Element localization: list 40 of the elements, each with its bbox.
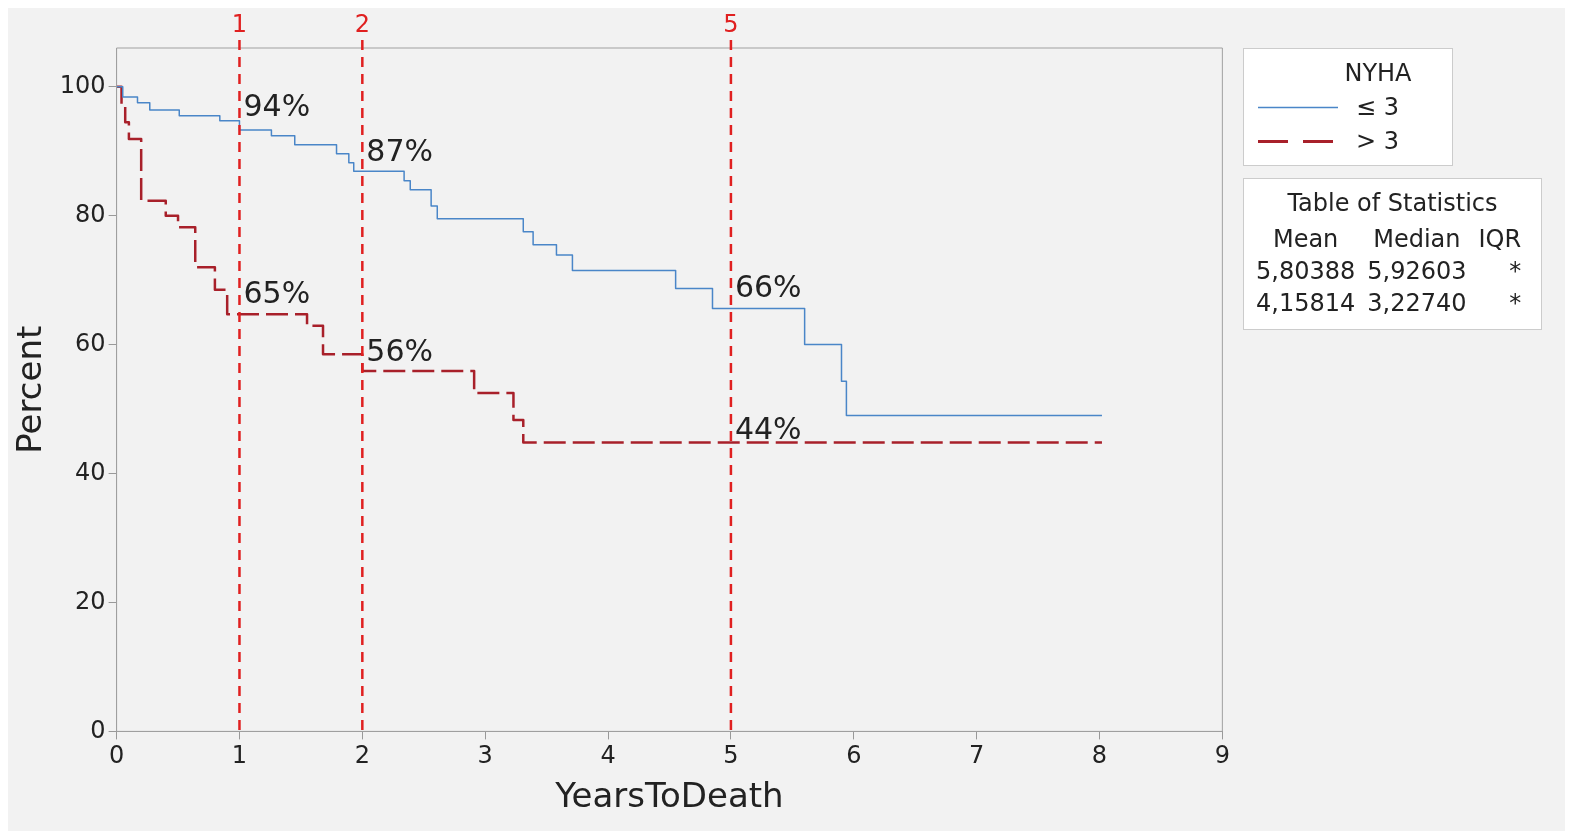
x-tick-label: 3 (477, 741, 493, 770)
legend-title: NYHA (1343, 59, 1413, 87)
y-tick-label: 100 (59, 70, 106, 99)
y-tick-label: 0 (90, 715, 106, 744)
text: 5,80388 (1255, 256, 1357, 287)
text: 5,92603 (1366, 256, 1468, 287)
x-tick-label: 0 (108, 741, 125, 770)
ref-line-label: 1 (231, 10, 248, 39)
x-axis-title: YearsToDeath (554, 775, 784, 816)
annotation: 56% (366, 333, 434, 369)
x-tick-label: 9 (1214, 741, 1231, 770)
y-tick-label: 60 (75, 328, 106, 357)
legend-label: ≤ 3 (1356, 93, 1400, 121)
y-tick-label: 40 (75, 457, 106, 486)
ref-line-label: 2 (354, 10, 370, 39)
x-tick-label: 1 (231, 741, 248, 770)
text: * (1508, 288, 1523, 319)
y-axis-title: Percent (9, 325, 50, 454)
x-tick-label: 5 (723, 741, 739, 770)
annotation: 65% (243, 275, 311, 311)
x-tick-label: 4 (600, 741, 616, 770)
text: Mean (1271, 224, 1340, 255)
text: 3,22740 (1366, 288, 1468, 319)
annotation: 87% (366, 133, 434, 169)
legend-label: > 3 (1356, 127, 1400, 155)
x-tick-label: 2 (354, 741, 370, 770)
x-tick-label: 6 (846, 741, 862, 770)
x-tick-label: 8 (1091, 741, 1108, 770)
annotation: 66% (734, 268, 802, 304)
y-tick-label: 20 (75, 586, 106, 615)
y-tick-label: 80 (75, 199, 106, 228)
text: IQR (1477, 224, 1523, 255)
annotation: 44% (734, 410, 802, 446)
ref-line-label: 5 (723, 10, 739, 39)
text: * (1508, 256, 1523, 287)
text: Table of Statistics (1286, 189, 1499, 217)
x-tick-label: 7 (969, 741, 985, 770)
annotation: 94% (243, 88, 311, 124)
text: 4,15814 (1255, 288, 1357, 319)
text: Median (1372, 224, 1462, 255)
